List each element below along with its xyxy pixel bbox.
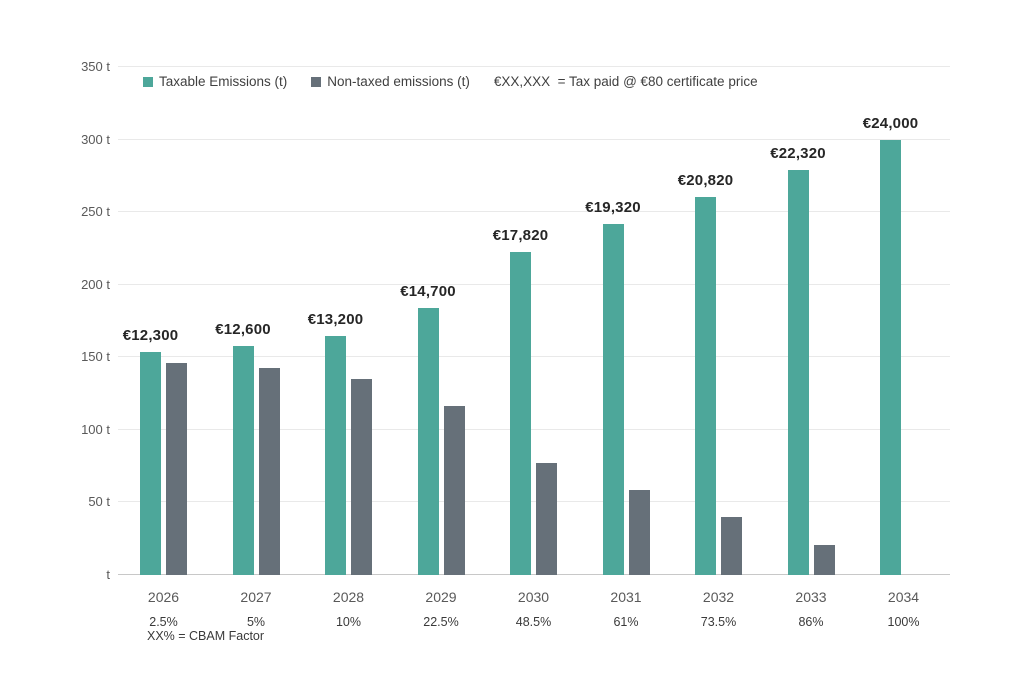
cbam-factor-label: 48.5% [515, 615, 552, 629]
tax-paid-label: €12,300 [122, 326, 179, 344]
cbam-factor-label: 5% [246, 615, 266, 629]
bar-taxable [695, 197, 716, 575]
y-axis-tick-label: 100 t [81, 421, 110, 437]
bar-nontaxed [628, 490, 650, 575]
year-label: 2034 [887, 589, 920, 605]
tax-paid-label: €12,600 [215, 321, 271, 339]
bar-nontaxed [443, 406, 465, 575]
tax-paid-label: €20,820 [677, 172, 734, 190]
bar-taxable [787, 170, 809, 575]
bar-nontaxed [813, 544, 835, 575]
cbam-factor-label: 22.5% [423, 615, 459, 629]
legend-item-nontaxed: Non-taxed emissions (t) [311, 74, 470, 89]
bar-taxable [880, 139, 901, 575]
gridline [118, 138, 950, 140]
cbam-factor-label: 10% [335, 615, 362, 629]
year-label: 2027 [240, 589, 272, 605]
legend-tax-note: €XX,XXX = Tax paid @ €80 certificate pri… [493, 74, 758, 89]
plot-area: 350 t 300 t 250 t 200 t 150 t 100 t 50 t t €12,3… [81, 59, 950, 629]
cbam-factor-label: 2.5% [149, 615, 178, 629]
gridline [118, 428, 950, 430]
tax-paid-label: €14,700 [400, 283, 456, 301]
year-label: 2026 [147, 589, 180, 605]
bar-taxable [602, 224, 624, 575]
gridline [118, 283, 950, 285]
cbam-factor-label: 100% [887, 615, 920, 629]
bar-taxable [417, 308, 439, 575]
tax-paid-label: €19,320 [585, 199, 641, 217]
y-axis-tick-label: 50 t [88, 494, 110, 510]
tax-paid-label: €17,820 [492, 226, 549, 244]
bar-nontaxed [351, 379, 372, 575]
tax-paid-label: €22,320 [770, 145, 826, 163]
legend-item-taxable: Taxable Emissions (t) [143, 74, 287, 89]
gridline [118, 211, 950, 213]
bar-nontaxed [536, 462, 557, 575]
cbam-factor-label: 86% [798, 615, 824, 629]
year-label: 2030 [517, 589, 550, 605]
y-axis-tick-label: 200 t [81, 276, 110, 292]
gridline [118, 356, 950, 358]
year-label: 2031 [610, 589, 642, 605]
y-axis-tick-label: t [106, 567, 110, 582]
legend-swatch-nontaxed-icon [311, 76, 322, 87]
y-axis-tick-label: 250 t [81, 204, 110, 220]
tax-paid-label: €13,200 [307, 310, 364, 328]
year-label: 2032 [702, 589, 735, 605]
chart-legend: Taxable Emissions (t) Non-taxed emission… [143, 74, 758, 89]
y-axis-tick-label: 350 t [81, 59, 110, 74]
cbam-factor-label: 61% [613, 615, 639, 629]
legend-swatch-taxable-icon [143, 76, 153, 87]
year-label: 2029 [425, 589, 457, 605]
bar-taxable [510, 251, 531, 575]
y-axis-tick-label: 150 t [81, 349, 110, 365]
cbam-factor-label: 73.5% [700, 615, 737, 629]
cbam-factor-footnote: XX% = CBAM Factor [147, 629, 265, 643]
gridline [118, 501, 950, 503]
bar-nontaxed [721, 517, 742, 575]
bar-taxable [232, 346, 254, 575]
legend-label-nontaxed: Non-taxed emissions (t) [327, 74, 470, 89]
gridline [118, 574, 950, 575]
year-label: 2033 [795, 589, 827, 605]
gridline [118, 66, 950, 67]
bar-nontaxed [166, 362, 187, 575]
bar-nontaxed [258, 368, 280, 575]
y-axis-tick-label: 300 t [81, 131, 110, 147]
legend-label-taxable: Taxable Emissions (t) [159, 74, 288, 89]
bar-taxable [140, 351, 161, 575]
year-label: 2028 [332, 589, 365, 605]
tax-paid-label: €24,000 [862, 114, 919, 132]
bar-taxable [325, 335, 346, 575]
